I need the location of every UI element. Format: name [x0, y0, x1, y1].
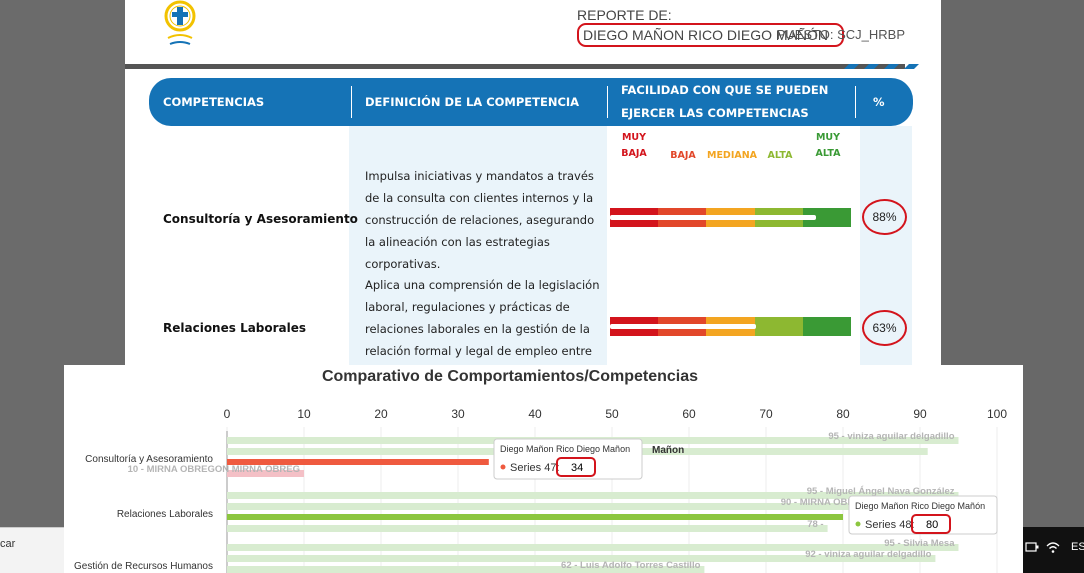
x-tick-label: 100	[987, 407, 1007, 421]
chart-bar	[227, 555, 936, 562]
bar-data-label: 95 - Miguel Ángel Nava González	[807, 486, 955, 497]
tooltip-series: Series 47:	[510, 462, 560, 474]
window-bottom-strip: car	[0, 527, 64, 573]
chart-bar	[227, 470, 304, 477]
category-label: Gestión de Recursos Humanos	[74, 561, 213, 572]
tooltip-title: Diego Mañon Rico Diego Mañón	[855, 501, 985, 511]
facility-level-marker	[610, 324, 756, 329]
competency-definition: Impulsa iniciativas y mandatos a través …	[365, 165, 605, 275]
level-label-line1: MUY	[621, 132, 647, 143]
definition-line: Impulsa iniciativas y mandatos a través	[365, 169, 594, 183]
facility-bar	[610, 317, 851, 336]
report-name: DIEGO MAÑON RICO DIEGO MAÑÓN	[577, 23, 845, 47]
tooltip-series-dot	[855, 521, 861, 527]
bar-data-label: 78 -	[807, 519, 823, 530]
puesto-label: PUESTO: SCJ_HRBP	[776, 27, 905, 42]
overlay-label: Mañon	[652, 445, 684, 456]
tooltip-value-highlight	[911, 514, 951, 534]
header-competencias: COMPETENCIAS	[163, 95, 265, 109]
tooltip-value-highlight	[556, 457, 596, 477]
definition-line: relación formal y legal de empleo entre	[365, 344, 592, 358]
level-muy-alta: MUY ALTA	[805, 132, 851, 159]
decorative-stripes	[844, 64, 919, 69]
x-tick-label: 90	[913, 407, 927, 421]
chart-bar	[227, 492, 959, 499]
chart-title: Comparativo de Comportamientos/Competenc…	[321, 368, 699, 385]
definition-line: relaciones laborales en la gestión de la	[365, 322, 590, 336]
definition-line: construcción de relaciones, asegurando	[365, 213, 595, 227]
level-baja: BAJA	[670, 150, 696, 161]
table-header: COMPETENCIAS DEFINICIÓN DE LA COMPETENCI…	[149, 78, 913, 126]
definition-line: Aplica una comprensión de la legislación	[365, 278, 600, 292]
level-label-line2: ALTA	[815, 148, 841, 159]
x-tick-label: 10	[297, 407, 311, 421]
x-tick-label: 70	[759, 407, 773, 421]
bar-data-label: 90 - MIRNA OBREGON MIRNA	[781, 497, 916, 508]
x-tick-label: 50	[605, 407, 619, 421]
report-header: REPORTE DE:DIEGO MAÑON RICO DIEGO MAÑÓN	[577, 7, 941, 47]
report-label: REPORTE DE:	[577, 7, 672, 23]
x-tick-label: 60	[682, 407, 696, 421]
tooltip-series-dot	[500, 464, 506, 470]
chart-bar	[227, 525, 828, 532]
header-percent: %	[873, 95, 885, 109]
competency-name: Relaciones Laborales	[163, 321, 307, 335]
level-muy-baja: MUY BAJA	[611, 132, 657, 159]
chart-bar	[227, 566, 705, 573]
header-definicion: DEFINICIÓN DE LA COMPETENCIA	[365, 95, 580, 109]
facility-bar-segment	[802, 317, 851, 336]
header-divider	[125, 64, 905, 69]
battery-icon[interactable]	[1025, 541, 1039, 553]
chart-bar	[227, 459, 489, 465]
taskbar-tray: ES	[1023, 527, 1084, 573]
definition-line: de la consulta con clientes internos y l…	[365, 191, 594, 205]
header-facilidad-line2: EJERCER LAS COMPETENCIAS	[621, 106, 809, 120]
definition-line: corporativas.	[365, 257, 441, 271]
category-label: Relaciones Laborales	[117, 509, 213, 520]
tooltip-value: 80	[926, 519, 938, 531]
competency-report: REPORTE DE:DIEGO MAÑON RICO DIEGO MAÑÓN …	[125, 0, 941, 365]
chart-bar	[227, 514, 843, 520]
level-label-line2: BAJA	[621, 148, 647, 159]
x-tick-label: 0	[224, 407, 231, 421]
bar-data-label: 62 - Luis Adolfo Torres Castillo	[561, 560, 701, 571]
company-logo-icon	[164, 0, 196, 45]
comparison-chart-panel: Comparativo de Comportamientos/Competenc…	[64, 365, 1023, 573]
bar-data-label: 92 - viniza aguilar delgadillo	[805, 549, 931, 560]
x-tick-label: 30	[451, 407, 465, 421]
language-indicator[interactable]: ES	[1071, 541, 1084, 553]
x-tick-label: 40	[528, 407, 542, 421]
definition-line: laboral, regulaciones y prácticas de	[365, 300, 570, 314]
facility-bar	[610, 208, 851, 227]
facility-bar-segment	[802, 208, 851, 227]
x-tick-label: 20	[374, 407, 388, 421]
tooltip-title: Diego Mañon Rico Diego Mañon	[500, 444, 630, 454]
percent-value: 63%	[862, 310, 907, 346]
chart-bar	[227, 503, 920, 510]
bar-data-label: 95 - viniza aguilar delgadillo	[828, 431, 954, 442]
tooltip-series: Series 48:	[865, 519, 915, 531]
bar-data-label: 95 - Silvia Mesa	[884, 538, 955, 549]
percent-value: 88%	[862, 199, 907, 235]
wifi-icon[interactable]	[1045, 540, 1061, 554]
competency-name: Consultoría y Asesoramiento	[163, 212, 358, 226]
level-label-line1: MUY	[815, 132, 841, 143]
chart-bar	[227, 544, 959, 551]
window-bottom-text: car	[0, 538, 16, 550]
x-tick-label: 80	[836, 407, 850, 421]
definition-column-bg	[349, 126, 607, 365]
competency-definition: Aplica una comprensión de la legislación…	[365, 274, 605, 362]
tooltip-value: 34	[571, 462, 583, 474]
facility-level-marker	[610, 215, 817, 220]
category-label: Consultoría y Asesoramiento	[85, 454, 213, 465]
facility-bar-segment	[754, 317, 803, 336]
header-facilidad-line1: FACILIDAD CON QUE SE PUEDEN	[621, 83, 829, 97]
level-alta: ALTA	[767, 150, 793, 161]
definition-line: la alineación con las estrategias	[365, 235, 550, 249]
bar-data-label: 10 - MIRNA OBREGON MIRNA OBREG	[128, 464, 300, 475]
comparison-chart: 0 10 20 30 40 50 60 70 80 90 100 Consultoría y Ases…	[74, 407, 1007, 573]
level-mediana: MEDIANA	[706, 150, 758, 161]
